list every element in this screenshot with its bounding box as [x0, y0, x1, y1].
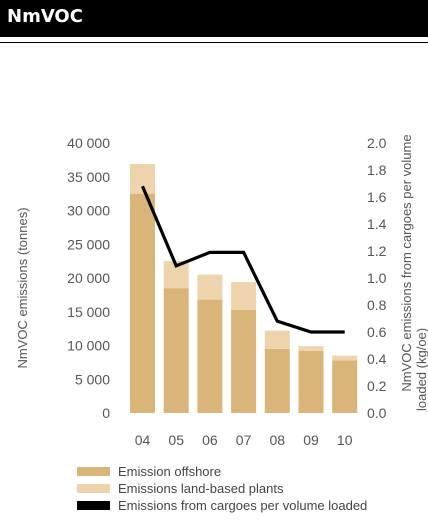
legend-swatch-land-based	[77, 484, 110, 493]
x-tick-04: 04	[135, 432, 151, 448]
line-cargoes	[141, 185, 345, 334]
x-tick-06: 06	[202, 432, 218, 448]
bar-land-based-06	[197, 274, 223, 300]
x-tick-05: 05	[168, 432, 184, 448]
y-right-tick-0.6: 0.6	[367, 324, 387, 340]
y-right-tick-2: 2.0	[367, 135, 387, 151]
title-bar: NmVOC	[0, 0, 428, 37]
y-left-tick-30000: 30 000	[67, 203, 110, 219]
chart-legend: Emission offshore Emissions land-based p…	[77, 463, 367, 514]
y-left-tick-10000: 10 000	[67, 338, 110, 354]
bar-offshore-08	[264, 348, 290, 413]
bar-offshore-06	[197, 299, 223, 413]
bar-offshore-05	[163, 288, 189, 413]
title-divider	[0, 42, 428, 43]
y-left-tick-40000: 40 000	[67, 135, 110, 151]
legend-swatch-offshore	[77, 467, 110, 476]
bar-land-based-10	[332, 355, 358, 361]
y-right-tick-1: 1.0	[367, 270, 387, 286]
legend-swatch-cargoes	[77, 501, 110, 510]
y-right-axis-label-line1: NmVOC emissions from cargoes per volume	[399, 134, 414, 391]
legend-label-offshore: Emission offshore	[118, 464, 222, 479]
legend-item-cargoes: Emissions from cargoes per volume loaded	[77, 497, 367, 514]
x-tick-08: 08	[270, 432, 286, 448]
y-right-tick-0.2: 0.2	[367, 378, 387, 394]
bar-land-based-08	[264, 330, 290, 349]
y-right-tick-1.6: 1.6	[367, 189, 387, 205]
legend-label-land-based: Emissions land-based plants	[118, 481, 284, 496]
page-title: NmVOC	[7, 6, 83, 27]
y-right-tick-0: 0.0	[367, 405, 387, 421]
bar-land-based-09	[298, 346, 324, 351]
y-right-tick-0.8: 0.8	[367, 297, 387, 313]
y-right-tick-1.8: 1.8	[367, 162, 387, 178]
y-left-tick-35000: 35 000	[67, 169, 110, 185]
bar-offshore-09	[298, 350, 324, 413]
y-left-tick-20000: 20 000	[67, 270, 110, 286]
y-left-tick-15000: 15 000	[67, 304, 110, 320]
x-tick-09: 09	[303, 432, 319, 448]
bar-offshore-04	[130, 193, 155, 413]
bar-offshore-10	[332, 360, 358, 413]
y-right-axis-label-line2: loaded (kg/oe)	[414, 328, 428, 411]
y-left-tick-0: 0	[102, 405, 110, 421]
legend-item-land-based: Emissions land-based plants	[77, 480, 367, 497]
y-right-tick-0.4: 0.4	[367, 351, 387, 367]
bar-offshore-07	[231, 309, 257, 413]
legend-label-cargoes: Emissions from cargoes per volume loaded	[118, 498, 368, 513]
x-tick-10: 10	[337, 432, 353, 448]
y-right-tick-1.4: 1.4	[367, 216, 387, 232]
y-right-tick-1.2: 1.2	[367, 243, 387, 259]
y-left-axis-label: NmVOC emissions (tonnes)	[15, 207, 30, 368]
y-left-tick-5000: 5 000	[75, 371, 110, 387]
x-tick-07: 07	[236, 432, 252, 448]
bar-land-based-07	[231, 282, 257, 310]
legend-item-offshore: Emission offshore	[77, 463, 367, 480]
y-left-tick-25000: 25 000	[67, 236, 110, 252]
